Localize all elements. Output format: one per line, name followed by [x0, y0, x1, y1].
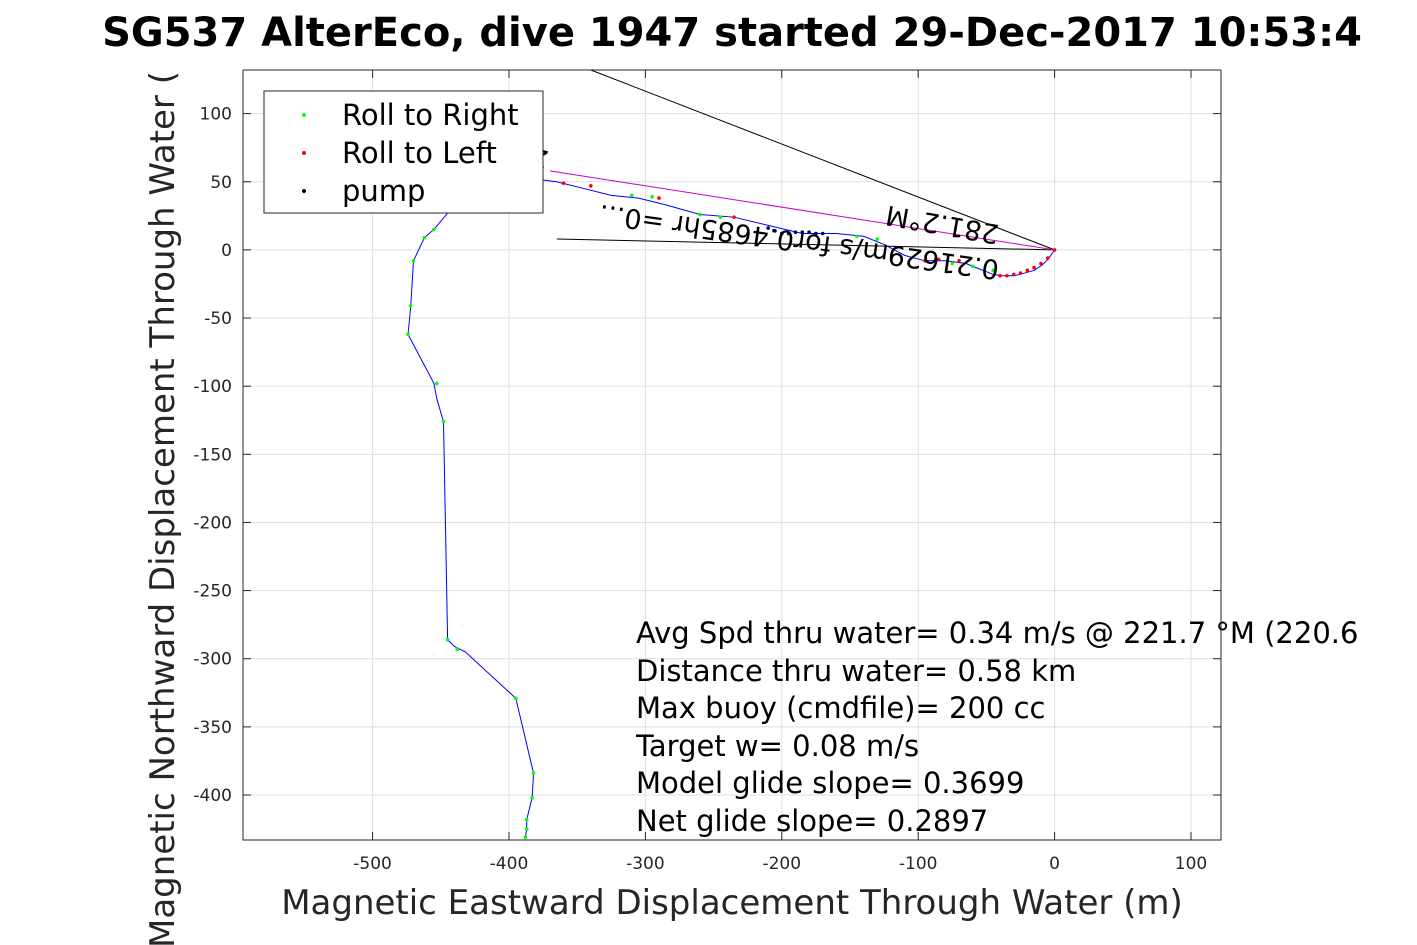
roll-right-marker — [514, 696, 518, 701]
grid — [243, 70, 1221, 840]
pump-marker — [773, 229, 777, 233]
legend-label-roll-right: Roll to Right — [342, 98, 519, 132]
roll-left-marker — [657, 196, 661, 200]
roll-right-marker — [411, 258, 416, 263]
arrows — [549, 69, 1055, 251]
roll-left-marker — [957, 258, 961, 263]
arrow-line-1 — [590, 69, 1055, 251]
markers — [406, 177, 1057, 840]
pump-marker — [793, 230, 798, 234]
legend-marker-roll-left — [302, 151, 306, 155]
roll-right-marker — [950, 261, 955, 266]
roll-right-marker — [524, 827, 529, 831]
roll-left-marker — [1032, 265, 1036, 270]
roll-right-marker — [455, 647, 459, 652]
legend-box — [263, 90, 544, 214]
y-tick-label: 100 — [200, 105, 232, 125]
roll-right-marker — [524, 817, 529, 822]
roll-right-marker — [432, 227, 436, 232]
roll-left-marker — [923, 258, 927, 263]
pump-marker — [814, 231, 818, 236]
roll-left-marker — [1011, 272, 1016, 277]
pump-marker — [779, 231, 784, 236]
y-tick-label: -250 — [193, 582, 232, 602]
pump-marker — [800, 230, 805, 234]
legend-label-roll-left: Roll to Left — [342, 136, 497, 170]
roll-left-marker — [561, 181, 566, 185]
roll-left-marker — [936, 257, 941, 262]
roll-left-marker — [1025, 268, 1030, 273]
roll-left-marker — [1005, 273, 1009, 278]
roll-right-marker — [629, 193, 634, 198]
roll-left-marker — [589, 184, 593, 188]
roll-left-marker — [1045, 256, 1050, 260]
track — [407, 177, 1056, 838]
y-tick-label: -100 — [193, 377, 232, 397]
roll-right-marker — [445, 637, 450, 642]
roll-left-marker — [998, 273, 1002, 278]
y-tick-label: -300 — [193, 650, 232, 670]
x-tick-label: -200 — [762, 854, 801, 874]
x-tick-label: -500 — [353, 854, 392, 874]
roll-right-marker — [855, 234, 859, 239]
y-tick-label: -150 — [193, 445, 232, 465]
dive-track-line — [407, 177, 1056, 838]
x-tick-label: 100 — [1175, 854, 1207, 874]
y-tick-label: -50 — [204, 309, 232, 329]
pump-marker — [786, 231, 791, 236]
roll-right-marker — [718, 215, 723, 219]
pump-marker — [820, 231, 825, 236]
ticks: -500 -400 -300 -200 -100 0 100 100 50 0 -50 -100 -15… — [193, 70, 1221, 874]
legend-marker-roll-right — [302, 113, 306, 117]
roll-right-marker — [531, 771, 536, 776]
x-tick-label: -100 — [899, 854, 938, 874]
roll-right-marker — [523, 835, 528, 840]
roll-left-marker — [1039, 261, 1043, 266]
annotation-model-glide: Model glide slope= 0.3699 — [636, 766, 1024, 800]
annotation-target-w: Target w= 0.08 m/s — [635, 729, 919, 763]
roll-right-marker — [991, 268, 996, 273]
chart-title: SG537 AlterEco, dive 1947 started 29-Dec… — [102, 10, 1362, 56]
roll-right-marker — [422, 235, 427, 240]
x-tick-label: -300 — [626, 854, 665, 874]
annotation-block: Avg Spd thru water= 0.34 m/s @ 221.7 °M … — [635, 616, 1358, 838]
y-tick-label: -400 — [193, 786, 232, 806]
roll-right-marker — [650, 194, 655, 199]
glide-offset-line — [549, 170, 1055, 251]
legend-label-pump: pump — [342, 174, 425, 208]
legend: Roll to Right Roll to Left pump — [263, 90, 544, 214]
roll-right-marker — [434, 381, 439, 386]
roll-right-marker — [408, 303, 413, 308]
y-tick-label: -200 — [193, 513, 232, 533]
y-tick-label: 50 — [210, 173, 232, 193]
roll-right-marker — [698, 212, 702, 217]
roll-left-marker — [1018, 271, 1023, 275]
arrow-line-0 — [556, 238, 1055, 251]
plot-area — [242, 69, 1222, 841]
roll-right-marker — [441, 419, 446, 424]
x-axis-label: Magnetic Eastward Displacement Through W… — [281, 883, 1183, 923]
roll-right-marker — [530, 795, 534, 800]
legend-marker-pump — [302, 189, 306, 193]
pump-marker — [766, 226, 770, 230]
roll-right-marker — [970, 264, 975, 269]
roll-right-marker — [875, 237, 880, 241]
y-tick-label: 0 — [221, 241, 232, 261]
roll-left-marker — [1052, 248, 1057, 252]
x-tick-label: 0 — [1049, 854, 1060, 874]
roll-right-marker — [406, 332, 410, 337]
annotation-max-buoy: Max buoy (cmdfile)= 200 cc — [636, 691, 1045, 725]
annotation-net-glide: Net glide slope= 0.2897 — [636, 804, 988, 838]
annotation-distance: Distance thru water= 0.58 km — [636, 654, 1076, 688]
x-tick-label: -400 — [490, 854, 529, 874]
y-tick-label: -350 — [193, 718, 232, 738]
roll-left-marker — [732, 215, 736, 219]
y-axis-label: Magnetic Northward Displacement Through … — [143, 71, 183, 945]
annotation-avg-speed: Avg Spd thru water= 0.34 m/s @ 221.7 °M … — [636, 616, 1358, 650]
pump-marker — [807, 230, 811, 234]
